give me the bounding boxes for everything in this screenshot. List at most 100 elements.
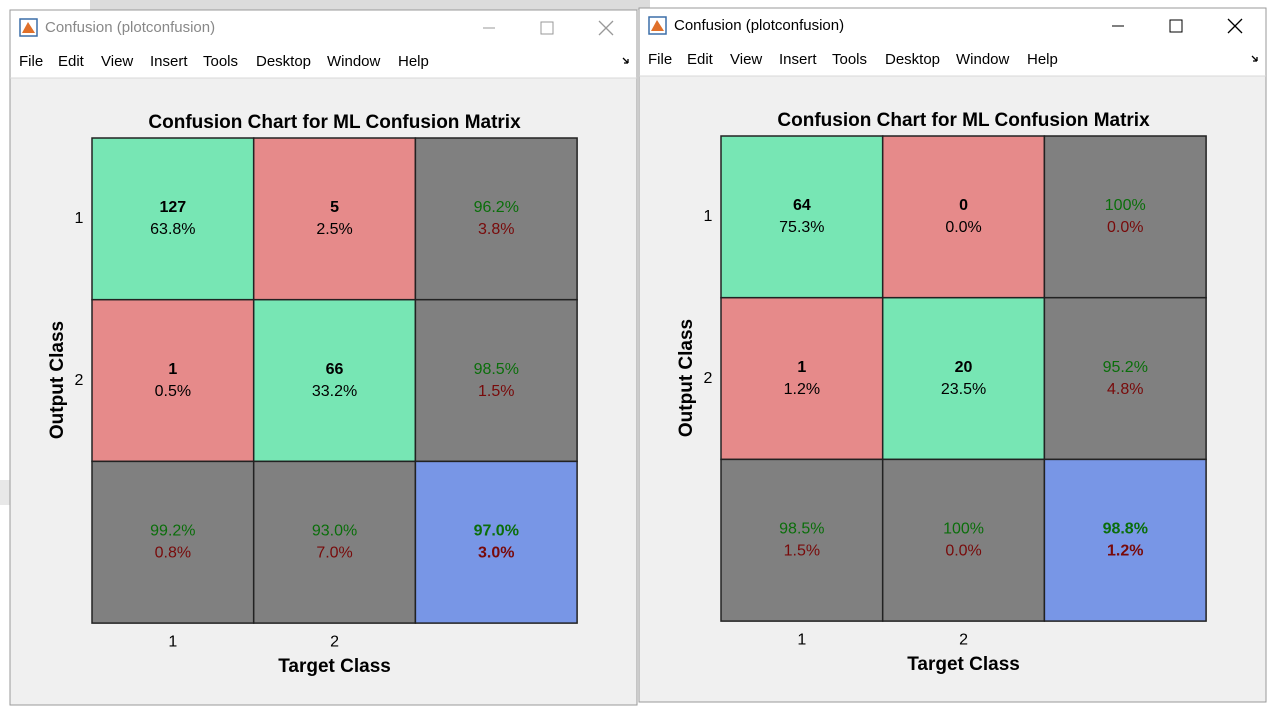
matrix-cell [414,298,578,463]
window-title: Confusion (plotconfusion) [45,19,215,36]
cell-bottom-text: 1.5% [784,542,820,559]
cell-bottom-text: 2.5% [316,221,352,238]
matrix-cell [252,298,417,463]
chart-title: Confusion Chart for ML Confusion Matrix [777,110,1150,131]
cell-bottom-text: 1.5% [478,383,514,400]
menu-item[interactable]: View [730,51,762,68]
menu-item[interactable]: File [648,51,672,68]
matrix-cell [720,296,884,461]
cell-top-text: 98.5% [474,361,519,378]
row-label: 1 [704,208,713,225]
menu-item[interactable]: View [101,53,133,70]
cell-bottom-text: 33.2% [312,383,357,400]
cell-top-text: 1 [168,361,177,378]
y-axis-label: Output Class [676,319,697,437]
cell-bottom-text: 0.0% [945,542,981,559]
cell-top-text: 97.0% [474,522,519,539]
cell-bottom-text: 0.0% [1107,219,1143,236]
matrix-cell [1043,458,1207,622]
row-label: 2 [75,372,84,389]
cell-bottom-text: 1.2% [1107,542,1143,559]
column-label: 1 [797,631,806,648]
cell-bottom-text: 4.8% [1107,381,1143,398]
close-button[interactable] [1227,18,1243,34]
cell-top-text: 93.0% [312,522,357,539]
cell-top-text: 66 [326,361,344,378]
x-axis-label: Target Class [907,654,1020,675]
matrix-cell [414,460,578,624]
menu-item[interactable]: Insert [150,53,188,70]
matrix-cell [881,135,1046,299]
matrix-cell [1043,135,1207,299]
matrix-cell [252,460,417,624]
cell-top-text: 98.5% [779,520,824,537]
y-axis-label: Output Class [47,321,68,439]
matrix-cell [91,298,255,463]
menu-item[interactable]: Desktop [256,53,311,70]
cell-bottom-text: 1.2% [784,381,820,398]
cell-top-text: 5 [330,199,339,216]
menu-item[interactable]: Edit [58,53,85,70]
cell-top-text: 100% [1105,197,1146,214]
cell-bottom-text: 0.5% [155,383,191,400]
maximize-button[interactable] [1169,19,1183,33]
matrix-cell [91,137,255,301]
cell-top-text: 64 [793,197,811,214]
matrix-cell [1043,296,1207,461]
menu-item[interactable]: Tools [832,51,867,68]
column-label: 1 [168,633,177,650]
column-label: 2 [330,633,339,650]
menu-item[interactable]: Insert [779,51,817,68]
cell-top-text: 99.2% [150,522,195,539]
title-bar [639,8,1266,77]
background-panel [0,480,10,505]
background-tabs [90,0,650,10]
row-label: 1 [75,210,84,227]
toolbar-arrow[interactable] [1251,55,1258,62]
menu-item[interactable]: File [19,53,43,70]
cell-bottom-text: 0.0% [945,219,981,236]
cell-top-text: 0 [959,197,968,214]
matrix-cell [720,135,884,299]
close-button[interactable] [598,20,614,36]
cell-top-text: 127 [159,199,186,216]
menu-item[interactable]: Desktop [885,51,940,68]
cell-top-text: 95.2% [1103,359,1148,376]
menu-item[interactable]: Tools [203,53,238,70]
app-icon-peak [22,22,35,33]
cell-top-text: 96.2% [474,199,519,216]
menu-item[interactable]: Edit [687,51,714,68]
menu-item[interactable]: Window [956,51,1010,68]
cell-bottom-text: 3.8% [478,221,514,238]
x-axis-label: Target Class [278,656,391,677]
row-label: 2 [704,370,713,387]
cell-top-text: 20 [955,359,973,376]
matrix-cell [414,137,578,301]
column-label: 2 [959,631,968,648]
window-title: Confusion (plotconfusion) [674,17,844,34]
cell-bottom-text: 23.5% [941,381,986,398]
window: Confusion (plotconfusion)File Edit View Ins… [9,9,638,706]
title-bar [10,10,637,79]
cell-bottom-text: 63.8% [150,221,195,238]
menu-item[interactable]: Help [1027,51,1058,68]
cell-bottom-text: 3.0% [478,544,514,561]
menu-item[interactable]: Help [398,53,429,70]
cell-bottom-text: 75.3% [779,219,824,236]
app-icon-peak [651,20,664,31]
menu-item[interactable]: Window [327,53,381,70]
cell-bottom-text: 7.0% [316,544,352,561]
toolbar-arrow[interactable] [622,57,629,64]
matrix-cell [881,458,1046,622]
cell-top-text: 100% [943,520,984,537]
matrix-cell [252,137,417,301]
window: Confusion (plotconfusion)File Edit View Ins… [638,7,1267,703]
chart-title: Confusion Chart for ML Confusion Matrix [148,112,521,133]
maximize-button[interactable] [540,21,554,35]
matrix-cell [720,458,884,622]
matrix-cell [881,296,1046,461]
cell-bottom-text: 0.8% [155,544,191,561]
cell-top-text: 1 [797,359,806,376]
matrix-cell [91,460,255,624]
